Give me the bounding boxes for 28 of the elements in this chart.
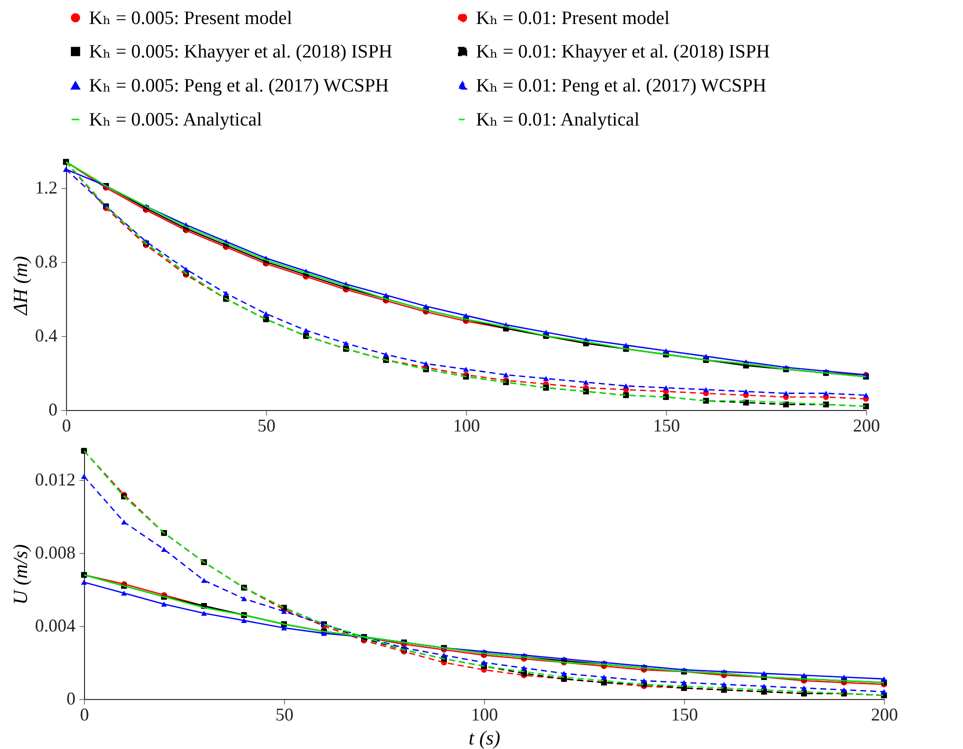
y-tick-label: 0.8: [35, 251, 58, 272]
x-tick-label: 50: [276, 704, 294, 724]
legend-label: Kₕ = 0.01: Present model: [476, 8, 670, 29]
y-axis-title: U (m/s): [10, 544, 32, 605]
legend-label: Kₕ = 0.005: Khayyer et al. (2018) ISPH: [89, 42, 393, 62]
x-tick-label: 100: [471, 704, 498, 724]
y-tick-label: 1.2: [35, 177, 58, 198]
y-tick-label: 0.4: [35, 325, 58, 346]
x-tick-label: 50: [258, 416, 276, 436]
y-tick-label: 0: [66, 688, 76, 708]
x-tick-label: 0: [80, 704, 89, 724]
legend-label: Kₕ = 0.005: Present model: [89, 8, 292, 29]
x-tick-label: 150: [653, 416, 680, 436]
y-tick-label: 0.008: [35, 542, 76, 563]
x-tick-label: 200: [871, 704, 898, 724]
legend-label: Kₕ = 0.01: Analytical: [476, 110, 640, 130]
x-tick-label: 100: [453, 416, 480, 436]
x-tick-label: 200: [853, 416, 880, 436]
y-tick-label: 0: [48, 400, 58, 420]
y-tick-label: 0.004: [35, 616, 76, 636]
y-tick-label: 0.012: [35, 470, 76, 490]
x-tick-label: 150: [671, 704, 698, 724]
legend-label: Kₕ = 0.01: Peng et al. (2017) WCSPH: [476, 76, 767, 96]
x-axis-title: t (s): [468, 728, 501, 749]
legend-label: Kₕ = 0.005: Peng et al. (2017) WCSPH: [89, 76, 390, 96]
y-axis-title: ΔH (m): [10, 256, 32, 316]
legend-label: Kₕ = 0.005: Analytical: [89, 110, 262, 130]
legend-label: Kₕ = 0.01: Khayyer et al. (2018) ISPH: [476, 42, 770, 62]
